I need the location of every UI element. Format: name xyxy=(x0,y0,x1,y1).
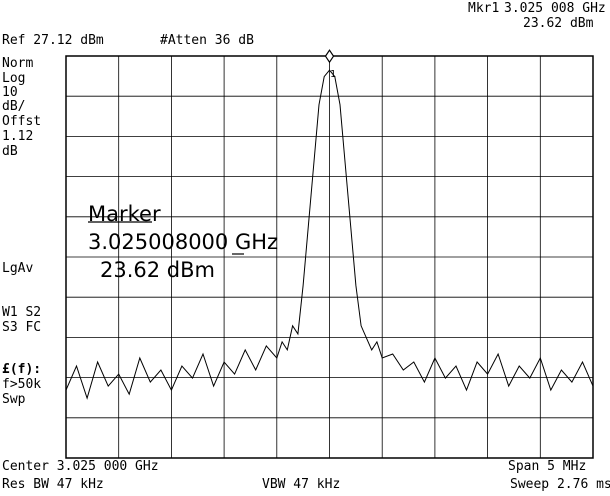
sidebar-norm: Norm xyxy=(2,56,34,71)
sidebar-scale-value: 10 xyxy=(2,85,18,100)
sidebar-trigger-condition: f>50k xyxy=(2,377,42,392)
sidebar-trigger-function: £(f): xyxy=(2,362,42,377)
marker-diamond-icon[interactable] xyxy=(324,49,335,64)
spectrum-trace xyxy=(65,69,594,400)
sidebar-scale-unit: dB/ xyxy=(2,99,26,114)
marker-readout-label: Mkr1 xyxy=(468,1,500,16)
marker-box-amplitude: 23.62 dBm xyxy=(100,258,215,282)
marker-box-frequency: 3.025008000 GHz xyxy=(88,230,279,254)
sidebar-offset-unit: dB xyxy=(2,144,18,159)
sidebar-average-type: LgAv xyxy=(2,261,34,276)
marker-readout-frequency: 3.025 008 GHz xyxy=(504,1,606,16)
frequency-span: Span 5 MHz xyxy=(508,459,587,474)
marker-readout-amplitude: 23.62 dBm xyxy=(523,16,594,31)
sidebar-sweep-mode: Swp xyxy=(2,392,26,407)
attenuation: #Atten 36 dB xyxy=(160,33,254,48)
graticule xyxy=(66,56,593,458)
sidebar-offset-label: Offst xyxy=(2,114,42,129)
video-bandwidth: VBW 47 kHz xyxy=(262,477,341,492)
resolution-bandwidth: Res BW 47 kHz xyxy=(2,477,104,492)
marker-diamond-icon[interactable] xyxy=(324,49,335,64)
sidebar-trace-s3: S3 FC xyxy=(2,320,42,335)
marker-number-label: 1 xyxy=(330,69,337,80)
sidebar-log: Log xyxy=(2,71,26,86)
marker-box-title: Marker xyxy=(88,202,161,226)
reference-level: Ref 27.12 dBm xyxy=(2,33,104,48)
sweep-time: Sweep 2.76 ms xyxy=(510,477,610,492)
sidebar-trace-w1: W1 S2 xyxy=(2,305,42,320)
sidebar-offset-value: 1.12 xyxy=(2,129,34,144)
center-frequency: Center 3.025 000 GHz xyxy=(2,459,159,474)
